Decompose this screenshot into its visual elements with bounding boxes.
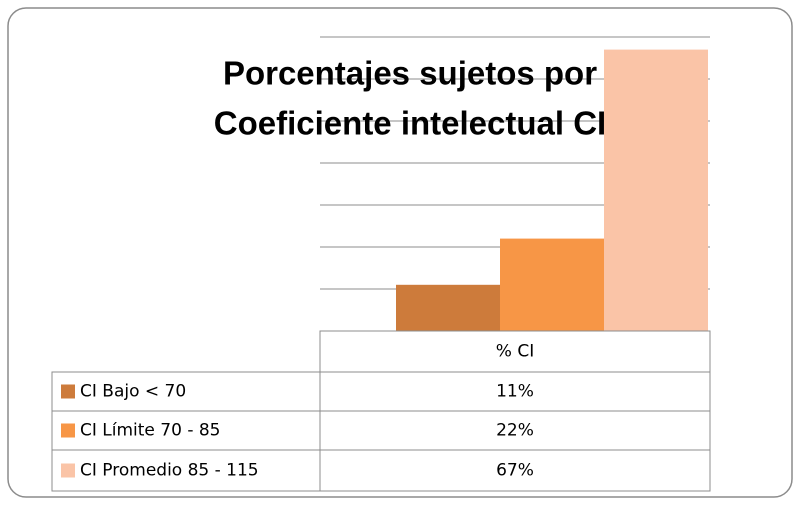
legend-label: CI Promedio 85 - 115 — [80, 461, 259, 481]
table-value: 67% — [496, 461, 534, 481]
legend-label: CI Bajo < 70 — [80, 382, 186, 402]
table-cell — [319, 449, 711, 492]
table-value: 22% — [496, 421, 534, 441]
table-header: % CI — [496, 342, 534, 362]
legend-swatch — [61, 384, 75, 399]
bars — [396, 49, 708, 331]
bar — [500, 238, 604, 331]
bar — [604, 49, 708, 331]
chart-title: Porcentajes sujetos por — [223, 55, 597, 92]
data-table: % CI CI Bajo < 70 11% CI Límite 70 - 85 22% C… — [51, 330, 711, 492]
legend-label: CI Límite 70 - 85 — [80, 421, 221, 441]
chart-frame — [7, 7, 793, 498]
legend-swatch — [61, 463, 75, 478]
legend-swatch — [61, 423, 75, 438]
bar — [396, 284, 500, 331]
chart-title: Coeficiente intelectual CI — [214, 105, 606, 142]
table-value: 11% — [496, 382, 534, 402]
